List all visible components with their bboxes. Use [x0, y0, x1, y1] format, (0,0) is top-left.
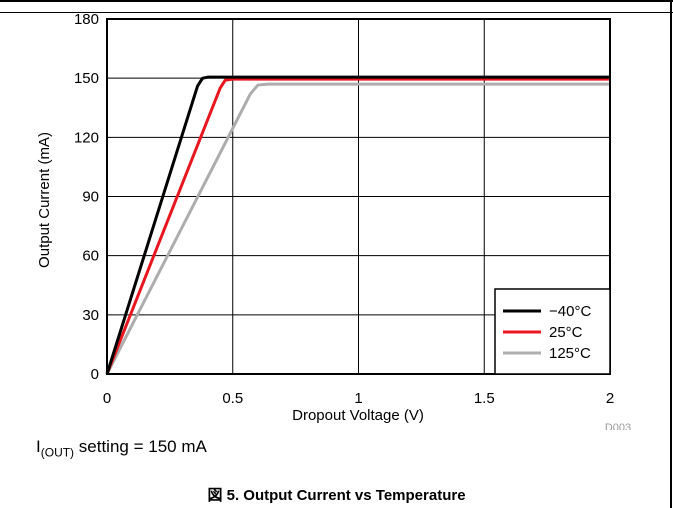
- y-axis-label: Output Current (mA): [36, 132, 53, 268]
- y-tick-label: 0: [91, 366, 99, 383]
- x-tick-label: 1: [354, 390, 362, 407]
- y-tick-label: 150: [74, 70, 99, 87]
- legend-label: 125°C: [549, 345, 591, 362]
- series-lines: [105, 75, 610, 375]
- x-tick-label: 1.5: [474, 390, 495, 407]
- x-tick-labels: 0 0.5 1 1.5 2: [103, 390, 614, 407]
- legend-label: 25°C: [549, 324, 583, 341]
- figure-id: D003: [605, 422, 631, 430]
- figure-caption: 図 5. Output Current vs Temperature: [207, 487, 466, 504]
- x-tick-label: 2: [606, 390, 614, 407]
- x-tick-label: 0.5: [222, 390, 243, 407]
- output-setting-note: I(OUT) setting = 150 mA: [36, 437, 207, 459]
- plot-border: [106, 18, 611, 375]
- legend: −40°C 25°C 125°C: [494, 288, 611, 375]
- note-prefix: I: [36, 437, 41, 456]
- header-separator: [0, 12, 673, 13]
- x-axis-label: Dropout Voltage (V): [292, 407, 424, 424]
- output-current-chart: 0 30 60 90 120 150 180 0 0.5 1 1.5 2 Dropout Volta…: [36, 11, 631, 430]
- x-tick-label: 0: [103, 390, 111, 407]
- y-tick-label: 90: [82, 189, 99, 206]
- series-line: [105, 77, 610, 375]
- page-top-border: [0, 0, 673, 2]
- y-tick-labels: 0 30 60 90 120 150 180: [74, 11, 99, 383]
- series-line: [105, 75, 610, 375]
- y-tick-label: 120: [74, 129, 99, 146]
- y-tick-label: 180: [74, 11, 99, 28]
- note-subscript: (OUT): [40, 445, 75, 460]
- page-right-border: [670, 0, 672, 508]
- legend-label: −40°C: [549, 303, 591, 320]
- series-line: [105, 82, 610, 375]
- y-tick-label: 30: [82, 307, 99, 324]
- note-text: setting = 150 mA: [74, 437, 207, 456]
- y-tick-label: 60: [82, 248, 99, 265]
